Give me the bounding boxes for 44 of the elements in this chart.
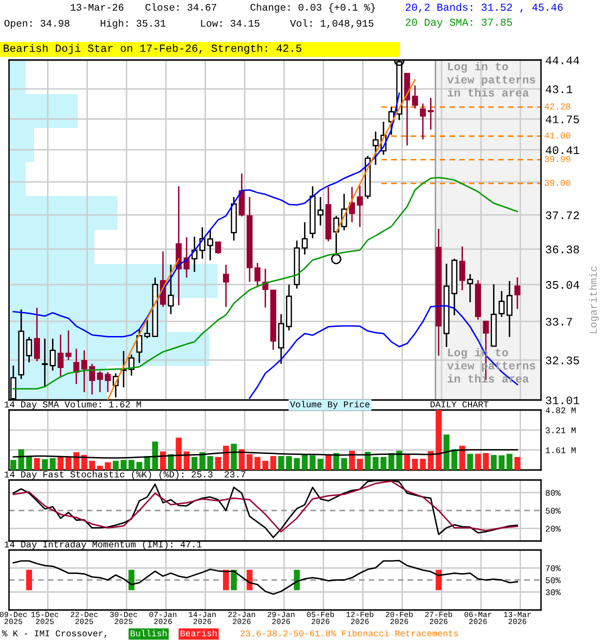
- y-tick-label: 33.7: [546, 318, 572, 326]
- y-tick-label: 36.38: [546, 246, 579, 254]
- y-tick-label: 30%: [546, 589, 561, 596]
- y-tick-label: 1.61 M: [546, 447, 576, 454]
- y-tick-label: 20%: [546, 526, 561, 532]
- text: High: 35.31: [100, 19, 166, 29]
- text: Open: 34.98: [4, 20, 70, 29]
- ref-line-label: 39.00: [544, 180, 570, 186]
- text: Bearish: [180, 630, 217, 636]
- text: Close: 34.67: [146, 3, 216, 11]
- y-axis-title: Logarithmic: [589, 266, 599, 334]
- y-tick-label: 37.72: [546, 211, 579, 220]
- chart-title: 14 Day Fast Stochastic (%K) (%D): 25.3 23.7: [4, 470, 246, 480]
- text: 23.6-38.2-50-61.8% Fibonacci Retracements: [240, 630, 458, 636]
- ref-line-label: 42.28: [544, 103, 570, 110]
- y-tick-label: 70%: [546, 565, 561, 572]
- text: Change: 0.03 {+0.1 %}: [250, 3, 375, 13]
- ref-line-label: 41.00: [544, 132, 570, 139]
- text: 20 Day SMA: 37.85: [406, 18, 512, 28]
- text: 13-Mar-26: [70, 4, 124, 11]
- y-tick-label: 80%: [546, 490, 561, 496]
- chart-title: 14 Day Intraday Momentum (IMI): 47.1: [4, 540, 202, 550]
- annotation: Log in to view patterns in this area: [447, 62, 536, 97]
- text: DAILY CHART: [430, 401, 488, 408]
- y-tick-label: 50%: [546, 577, 561, 584]
- y-tick-label: 50%: [546, 508, 561, 514]
- text: 20,2 Bands: 31.52 , 45.46: [406, 3, 563, 13]
- text: Vol: 1,048,915: [290, 19, 374, 28]
- text: Bullish: [130, 630, 167, 636]
- y-tick-label: 31.01: [546, 396, 580, 404]
- y-tick-label: 3.21 M: [546, 427, 576, 434]
- y-tick-label: 4.82 M: [546, 407, 576, 414]
- ref-line-label: 39.99: [544, 156, 570, 162]
- chart-title: Bearish Doji Star on 17-Feb-26, Strength: 42.5: [4, 44, 302, 54]
- y-tick-label: 44.44: [546, 56, 580, 64]
- text: % K - IMI Crossover,: [2, 630, 106, 638]
- text: Volume By Price: [290, 400, 370, 410]
- y-tick-label: 41.75: [546, 116, 580, 124]
- chart-title: 14 Day SMA Volume: 1.62 M: [4, 400, 141, 410]
- y-tick-label: 43.1: [546, 85, 572, 94]
- text: Low: 34.15: [201, 20, 260, 27]
- y-tick-label: 35.04: [546, 281, 580, 289]
- y-tick-label: 32.35: [546, 356, 580, 364]
- y-tick-label: 40.41: [546, 146, 580, 154]
